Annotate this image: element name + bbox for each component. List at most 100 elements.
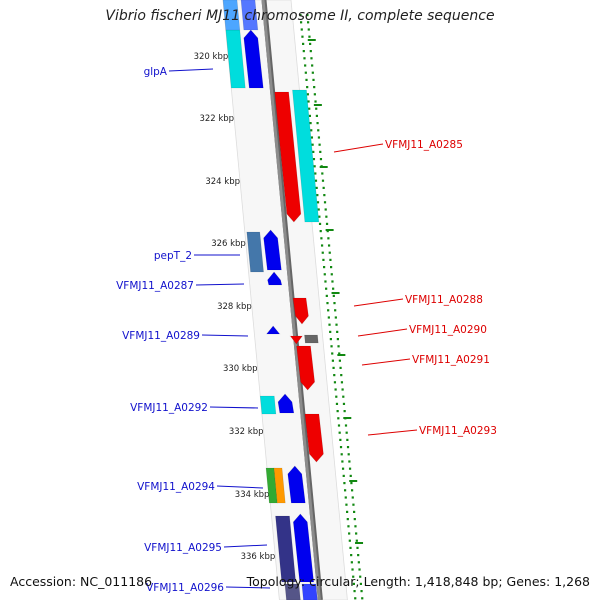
tick-dot [340, 374, 343, 377]
tick-dot [326, 230, 329, 233]
tick-dot [349, 474, 352, 477]
gene-label: VFMJ11_A0285 [385, 139, 463, 151]
gene-block-A0296-a [284, 583, 301, 600]
tick-dot [332, 366, 335, 369]
kbp-tick-label: 324 kbp [205, 177, 240, 187]
tick-dot [334, 316, 337, 319]
tick-dot [320, 244, 324, 247]
gene-label: glpA [144, 66, 168, 78]
tick-dot [321, 251, 324, 254]
tick-dot [329, 338, 332, 341]
tick-dot [303, 57, 306, 60]
tick-dot [339, 438, 342, 441]
leader-line [353, 298, 404, 307]
tick-dot [327, 244, 331, 247]
tick-dot [306, 86, 309, 89]
kbp-tick-label: 320 kbp [194, 52, 229, 62]
gene-label: VFMJ11_A0290 [409, 324, 487, 336]
tick-dot [333, 374, 336, 377]
tick-dot [346, 446, 350, 449]
tick-dot [317, 129, 320, 132]
tick-dot [345, 431, 348, 434]
tick-dot [341, 467, 345, 470]
tick-dot [327, 237, 330, 240]
tick-dot [336, 330, 339, 333]
tick-dot [341, 460, 344, 463]
tick-dot [343, 410, 346, 413]
tick-dot [337, 345, 340, 348]
tick-dot [314, 100, 317, 103]
tick-dot [350, 482, 353, 485]
tick-dot [339, 446, 343, 449]
tick-dot [318, 222, 322, 225]
tick-dot [316, 194, 319, 197]
tick-dot [317, 208, 320, 211]
tick-dot [322, 186, 325, 189]
tick-dot [337, 417, 340, 420]
tick-dot [345, 503, 348, 506]
tick-dot [302, 50, 305, 53]
tick-dot [336, 338, 339, 341]
tick-dot [309, 42, 312, 45]
tick-dot [310, 57, 313, 60]
backbone-line-highlight [261, 0, 321, 600]
tick-dot [354, 525, 357, 528]
feature-band [222, 0, 348, 600]
tick-dot [338, 352, 341, 355]
gene-block-A0287 [267, 271, 283, 286]
kbp-tick-label: 330 kbp [223, 364, 258, 374]
tick-dot [352, 575, 355, 578]
tick-dot [342, 474, 345, 477]
gene-block-A0292-b [277, 393, 295, 414]
tick-dot [354, 597, 357, 600]
tick-dot [358, 568, 361, 571]
tick-dot [325, 222, 329, 225]
genes-layer [222, 0, 324, 600]
tick-dot [337, 424, 341, 427]
gene-label: VFMJ11_A0289 [122, 330, 200, 342]
tick-dot [311, 64, 314, 67]
gene-label: VFMJ11_A0288 [405, 294, 483, 306]
tick-dot [350, 554, 353, 557]
tick-dot [308, 114, 311, 117]
tick-dot [357, 561, 360, 564]
tick-dot [335, 395, 338, 398]
tick-dot [348, 467, 352, 470]
gene-block-A0290-a [289, 335, 303, 345]
tick-dot [314, 172, 317, 175]
tick-dot [352, 503, 355, 506]
leader-line [225, 586, 271, 589]
tick-dot [355, 539, 358, 542]
gene-block-A0285-b [292, 89, 320, 223]
tick-dot [312, 78, 315, 81]
tick-dot [329, 330, 332, 333]
tick-dot [351, 568, 354, 571]
tick-dot [316, 201, 320, 204]
tick-dot [325, 287, 328, 290]
tick-dot [343, 482, 346, 485]
gene-block-top-b [240, 0, 259, 31]
tick-dot [353, 590, 356, 593]
tick-dot [341, 388, 344, 391]
tick-dot [333, 302, 336, 305]
tick-dot [331, 280, 334, 283]
gene-block-A0293 [304, 413, 324, 463]
tick-dot [335, 323, 338, 326]
tick-dot [313, 165, 316, 168]
tick-dot [352, 582, 355, 585]
leader-line [357, 328, 408, 337]
tick-dot [344, 496, 347, 499]
gene-block-A0295-a [275, 515, 297, 583]
tick-dot [340, 381, 344, 384]
gene-block-A0294-c [287, 465, 306, 504]
gene-label: VFMJ11_A0294 [137, 481, 215, 493]
tick-dot [321, 172, 324, 175]
tick-dot [315, 114, 318, 117]
tick-dot [340, 453, 343, 456]
tick-dot [302, 42, 305, 45]
tick-dot [350, 489, 354, 492]
gene-label: VFMJ11_A0291 [412, 354, 490, 366]
gene-label: VFMJ11_A0293 [419, 425, 497, 437]
tick-dot [306, 93, 309, 96]
gene-block-A0291 [296, 345, 315, 391]
